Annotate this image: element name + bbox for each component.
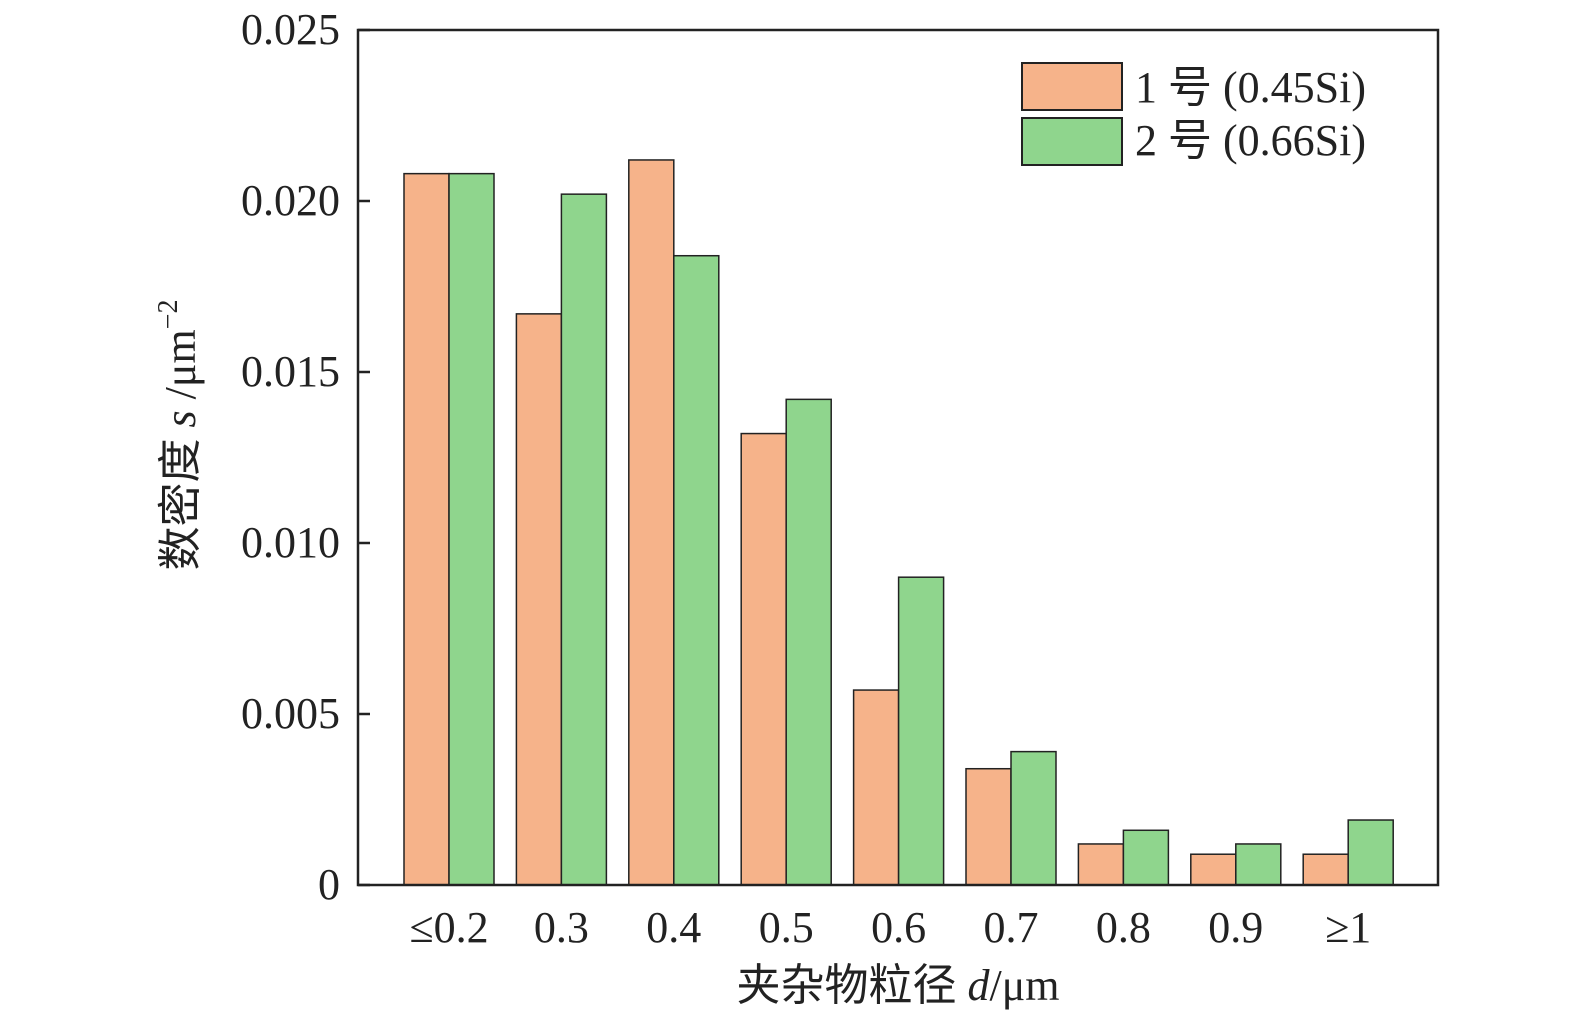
bar-series-2-7 xyxy=(1235,843,1282,886)
bar-series-1-5 xyxy=(965,767,1012,886)
y-tick-label: 0.025 xyxy=(241,5,340,54)
legend-label-series-2: 2 号 (0.66Si) xyxy=(1135,116,1366,165)
bar-series-1-3 xyxy=(740,432,787,886)
x-axis-label: 夹杂物粒径 d/μm xyxy=(736,961,1059,1010)
y-tick-label: 0.005 xyxy=(241,689,340,738)
bar-series-2-5 xyxy=(1010,750,1057,886)
bar-series-2-8 xyxy=(1347,819,1394,886)
y-tick-label: 0.020 xyxy=(241,176,340,225)
x-tick-label: 0.4 xyxy=(646,903,701,952)
bar-series-2-6 xyxy=(1122,829,1170,886)
bar-series-1-0 xyxy=(403,172,450,886)
y-tick-label: 0 xyxy=(318,860,340,909)
bar-series-1-8 xyxy=(1302,853,1349,886)
x-axis: ≤0.2 0.3 0.4 0.5 0.6 0.7 0.8 0.9 ≥1 xyxy=(409,903,1371,952)
x-tick-label: 0.8 xyxy=(1096,903,1151,952)
x-tick-label: 0.6 xyxy=(871,903,926,952)
bar-series-1-2 xyxy=(628,159,675,886)
plot-frame xyxy=(356,28,1440,887)
x-tick-label: 0.7 xyxy=(984,903,1039,952)
y-axis-label: 数密度 s /μm−2 xyxy=(153,300,205,571)
bar-series-1-1 xyxy=(515,313,563,886)
x-tick-label: ≥1 xyxy=(1325,903,1371,952)
legend-label-series-1: 1 号 (0.45Si) xyxy=(1135,63,1366,112)
legend: 1 号 (0.45Si) 2 号 (0.66Si) xyxy=(1021,62,1366,166)
y-tick-label: 0.015 xyxy=(241,347,340,396)
bar-series-1-7 xyxy=(1190,853,1237,886)
bars xyxy=(403,159,1394,886)
bar-series-2-4 xyxy=(897,576,945,886)
bar-series-2-1 xyxy=(560,193,608,886)
bar-series-2-2 xyxy=(673,254,720,886)
legend-swatch-series-2 xyxy=(1021,117,1123,166)
legend-swatch-series-1 xyxy=(1021,62,1123,111)
x-tick-label: 0.3 xyxy=(534,903,589,952)
x-tick-label: ≤0.2 xyxy=(409,903,488,952)
x-tick-label: 0.5 xyxy=(759,903,814,952)
bar-series-1-4 xyxy=(852,689,900,886)
bar-series-2-3 xyxy=(785,398,832,886)
y-axis: 0 0.005 0.010 0.015 0.020 0.025 xyxy=(241,5,370,909)
bar-series-1-6 xyxy=(1077,843,1125,886)
x-tick-label: 0.9 xyxy=(1208,903,1263,952)
bar-series-2-0 xyxy=(448,172,495,886)
y-tick-label: 0.010 xyxy=(241,518,340,567)
